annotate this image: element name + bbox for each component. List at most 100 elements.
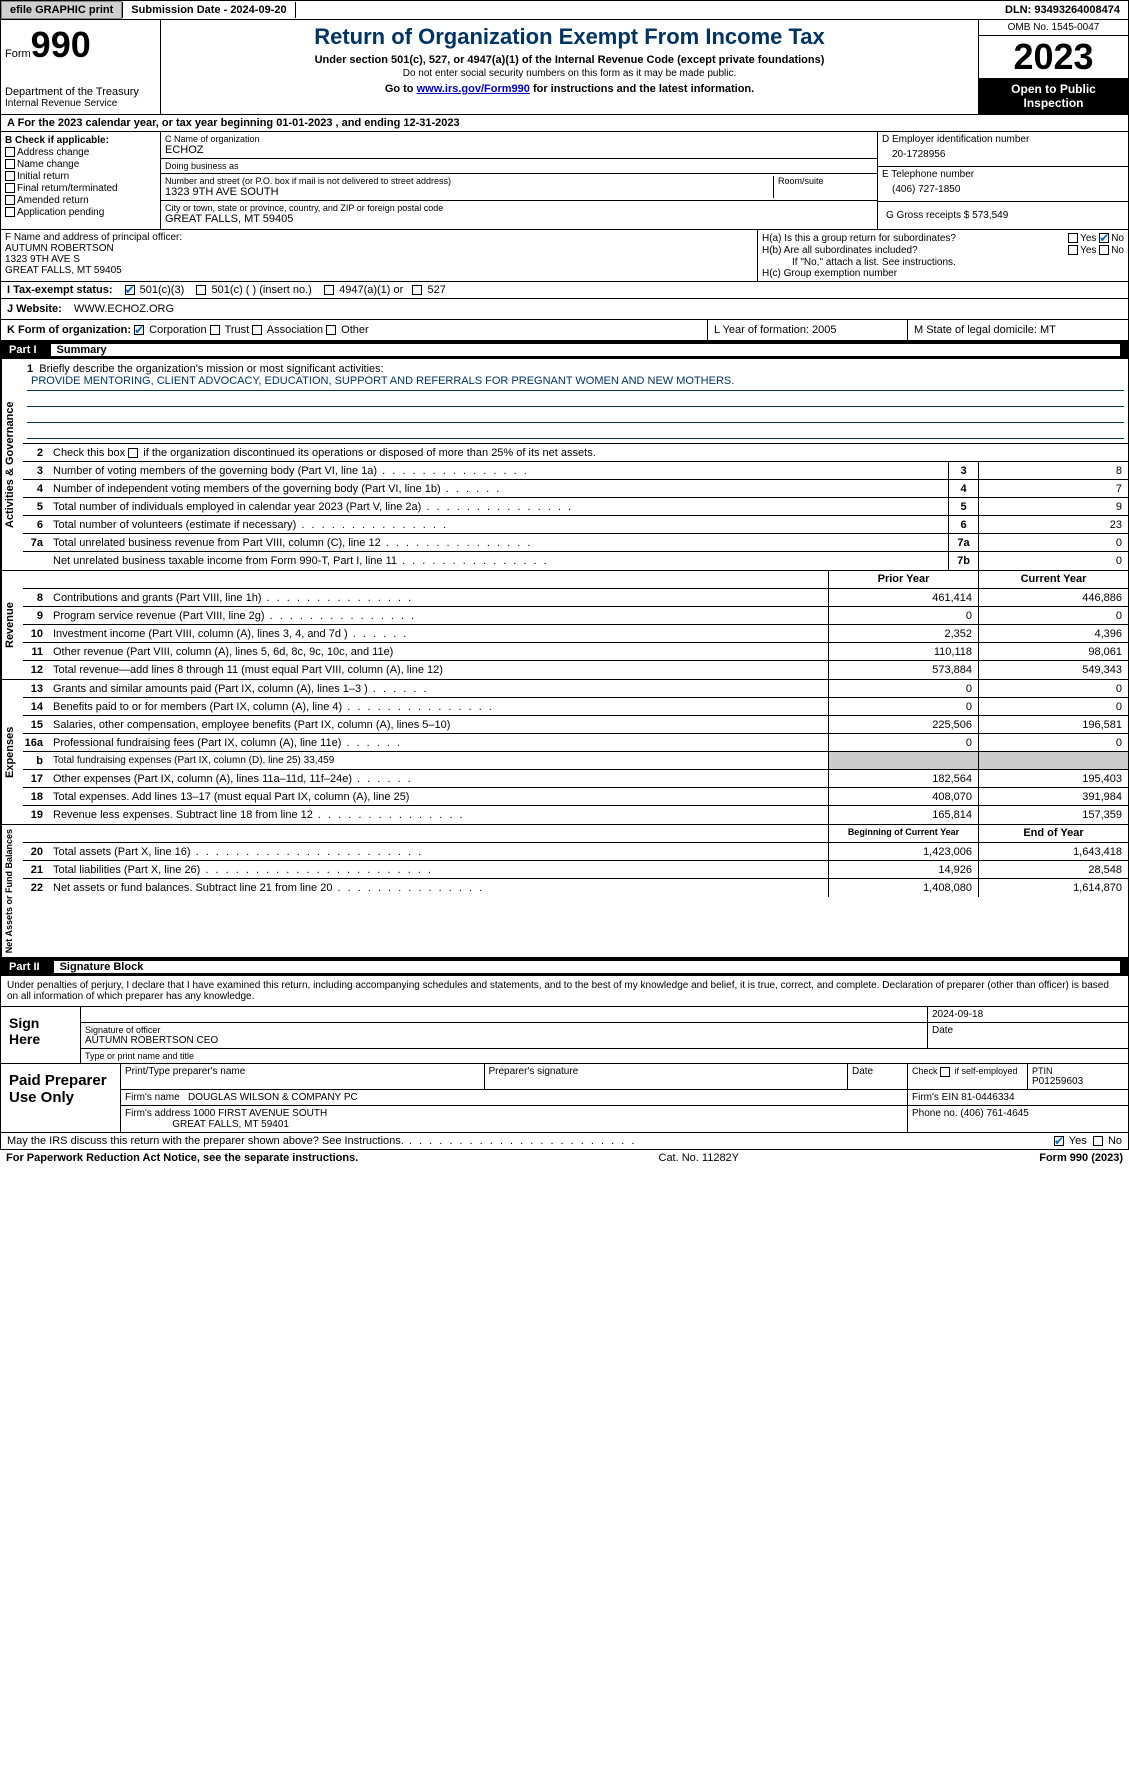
chk-trust[interactable] xyxy=(210,325,220,335)
discuss-no-chk[interactable] xyxy=(1093,1136,1103,1146)
room-label: Room/suite xyxy=(778,176,873,186)
chk-corp[interactable] xyxy=(134,325,144,335)
omb-number: OMB No. 1545-0047 xyxy=(979,20,1128,36)
boy-hdr: Beginning of Current Year xyxy=(828,825,978,842)
date-label: Date xyxy=(928,1023,1128,1048)
officer-sig-label: Signature of officer xyxy=(85,1025,923,1035)
chk-final-return[interactable]: Final return/terminated xyxy=(5,183,156,194)
k-form-org: K Form of organization: Corporation Trus… xyxy=(1,320,708,340)
hb-yes-chk[interactable] xyxy=(1068,245,1078,255)
firm-phone: (406) 761-4645 xyxy=(960,1108,1028,1119)
line-7b: Net unrelated business taxable income fr… xyxy=(23,552,1128,570)
ha-no-chk[interactable] xyxy=(1099,233,1109,243)
paid-preparer-label: Paid Preparer Use Only xyxy=(1,1064,121,1132)
row-klm: K Form of organization: Corporation Trus… xyxy=(0,320,1129,341)
line-2: 2Check this box if the organization disc… xyxy=(23,444,1128,462)
vlabel-net-assets: Net Assets or Fund Balances xyxy=(1,825,23,957)
header-mid: Return of Organization Exempt From Incom… xyxy=(161,20,978,114)
city-value: GREAT FALLS, MT 59405 xyxy=(165,213,873,225)
chk-527[interactable] xyxy=(412,285,422,295)
m-state-domicile: M State of legal domicile: MT xyxy=(908,320,1128,340)
eoy-hdr: End of Year xyxy=(978,825,1128,842)
prior-year-hdr: Prior Year xyxy=(828,571,978,588)
block-row-1: B Check if applicable: Address change Na… xyxy=(0,132,1129,230)
part1-num: Part I xyxy=(9,344,47,356)
irs-label: Internal Revenue Service xyxy=(5,98,156,109)
street-value: 1323 9TH AVE SOUTH xyxy=(165,186,773,198)
ha-yes-chk[interactable] xyxy=(1068,233,1078,243)
section-revenue: Revenue Prior YearCurrent Year 8Contribu… xyxy=(0,571,1129,680)
top-bar: efile GRAPHIC print Submission Date - 20… xyxy=(0,0,1129,20)
line-4: 4Number of independent voting members of… xyxy=(23,480,1128,498)
section-expenses: Expenses 13Grants and similar amounts pa… xyxy=(0,680,1129,825)
form-number: Form990 xyxy=(5,24,156,66)
line-13: 13Grants and similar amounts paid (Part … xyxy=(23,680,1128,698)
line-18: 18Total expenses. Add lines 13–17 (must … xyxy=(23,788,1128,806)
dept-treasury: Department of the Treasury xyxy=(5,86,156,98)
line-7a: 7aTotal unrelated business revenue from … xyxy=(23,534,1128,552)
self-emp-cell: Check if self-employed xyxy=(908,1064,1028,1089)
part-1-header: Part I Summary xyxy=(0,341,1129,359)
sign-here-block: Sign Here 2024-09-18 Signature of office… xyxy=(0,1007,1129,1064)
ein-value: 20-1728956 xyxy=(882,145,1124,164)
line-20: 20Total assets (Part X, line 16)1,423,00… xyxy=(23,843,1128,861)
part-2-header: Part II Signature Block xyxy=(0,958,1129,976)
vlabel-expenses: Expenses xyxy=(1,680,23,824)
chk-4947[interactable] xyxy=(324,285,334,295)
h-a-line: H(a) Is this a group return for subordin… xyxy=(762,233,1124,244)
line-21: 21Total liabilities (Part X, line 26)14,… xyxy=(23,861,1128,879)
officer-sig-name: AUTUMN ROBERTSON CEO xyxy=(85,1035,923,1046)
sig-date: 2024-09-18 xyxy=(928,1007,1128,1022)
col-b-checkboxes: B Check if applicable: Address change Na… xyxy=(1,132,161,229)
phone-label: E Telephone number xyxy=(882,169,1124,180)
firm-addr-row: Firm's address 1000 FIRST AVENUE SOUTH G… xyxy=(121,1106,1128,1132)
form-subtitle: Under section 501(c), 527, or 4947(a)(1)… xyxy=(165,54,974,66)
mission-blank-1 xyxy=(27,391,1124,407)
chk-application-pending[interactable]: Application pending xyxy=(5,207,156,218)
boy-eoy-header: Beginning of Current YearEnd of Year xyxy=(23,825,1128,843)
chk-address-change[interactable]: Address change xyxy=(5,147,156,158)
type-print-label: Type or print name and title xyxy=(81,1049,1128,1063)
irs-link[interactable]: www.irs.gov/Form990 xyxy=(417,83,530,95)
chk-501c3[interactable] xyxy=(125,285,135,295)
chk-amended-return[interactable]: Amended return xyxy=(5,195,156,206)
officer-sig-row: Signature of officerAUTUMN ROBERTSON CEO… xyxy=(81,1023,1128,1049)
row-j-website: J Website: WWW.ECHOZ.ORG xyxy=(0,299,1129,320)
officer-label: F Name and address of principal officer: xyxy=(5,232,753,243)
chk-assoc[interactable] xyxy=(252,325,262,335)
city-label: City or town, state or province, country… xyxy=(165,203,873,213)
hb-no-chk[interactable] xyxy=(1099,245,1109,255)
prep-date-label: Date xyxy=(848,1064,908,1089)
org-name: ECHOZ xyxy=(165,144,873,156)
prior-current-header: Prior YearCurrent Year xyxy=(23,571,1128,589)
prep-name-label: Print/Type preparer's name xyxy=(121,1064,485,1089)
chk-name-change[interactable]: Name change xyxy=(5,159,156,170)
vlabel-revenue: Revenue xyxy=(1,571,23,679)
line-22: 22Net assets or fund balances. Subtract … xyxy=(23,879,1128,897)
firm-addr2: GREAT FALLS, MT 59401 xyxy=(172,1119,289,1130)
firm-addr1: 1000 FIRST AVENUE SOUTH xyxy=(193,1108,327,1119)
footer-row: For Paperwork Reduction Act Notice, see … xyxy=(0,1150,1129,1166)
ptin-cell: PTINP01259603 xyxy=(1028,1064,1128,1089)
b-label: B Check if applicable: xyxy=(5,135,156,146)
instructions-link-line: Go to www.irs.gov/Form990 for instructio… xyxy=(165,83,974,95)
i-label: I Tax-exempt status: xyxy=(1,282,119,298)
chk-self-employed[interactable] xyxy=(940,1067,950,1077)
phone-value: (406) 727-1850 xyxy=(882,180,1124,199)
efile-print-button[interactable]: efile GRAPHIC print xyxy=(1,1,122,19)
discuss-yes-chk[interactable] xyxy=(1054,1136,1064,1146)
section-activities-governance: Activities & Governance 1 Briefly descri… xyxy=(0,359,1129,571)
h-b-note: If "No," attach a list. See instructions… xyxy=(762,257,1124,268)
mission-blank-2 xyxy=(27,407,1124,423)
dba-cell: Doing business as xyxy=(161,159,877,174)
row-i-tax-exempt: I Tax-exempt status: 501(c)(3) 501(c) ( … xyxy=(0,282,1129,299)
gross-receipts: G Gross receipts $ 573,549 xyxy=(882,204,1124,227)
chk-initial-return[interactable]: Initial return xyxy=(5,171,156,182)
col-d-ein: D Employer identification number 20-1728… xyxy=(878,132,1128,229)
ein-cell: D Employer identification number 20-1728… xyxy=(878,132,1128,167)
chk-other[interactable] xyxy=(326,325,336,335)
prep-sig-label: Preparer's signature xyxy=(485,1064,849,1089)
chk-discontinued[interactable] xyxy=(128,448,138,458)
chk-501c[interactable] xyxy=(196,285,206,295)
line-8: 8Contributions and grants (Part VIII, li… xyxy=(23,589,1128,607)
